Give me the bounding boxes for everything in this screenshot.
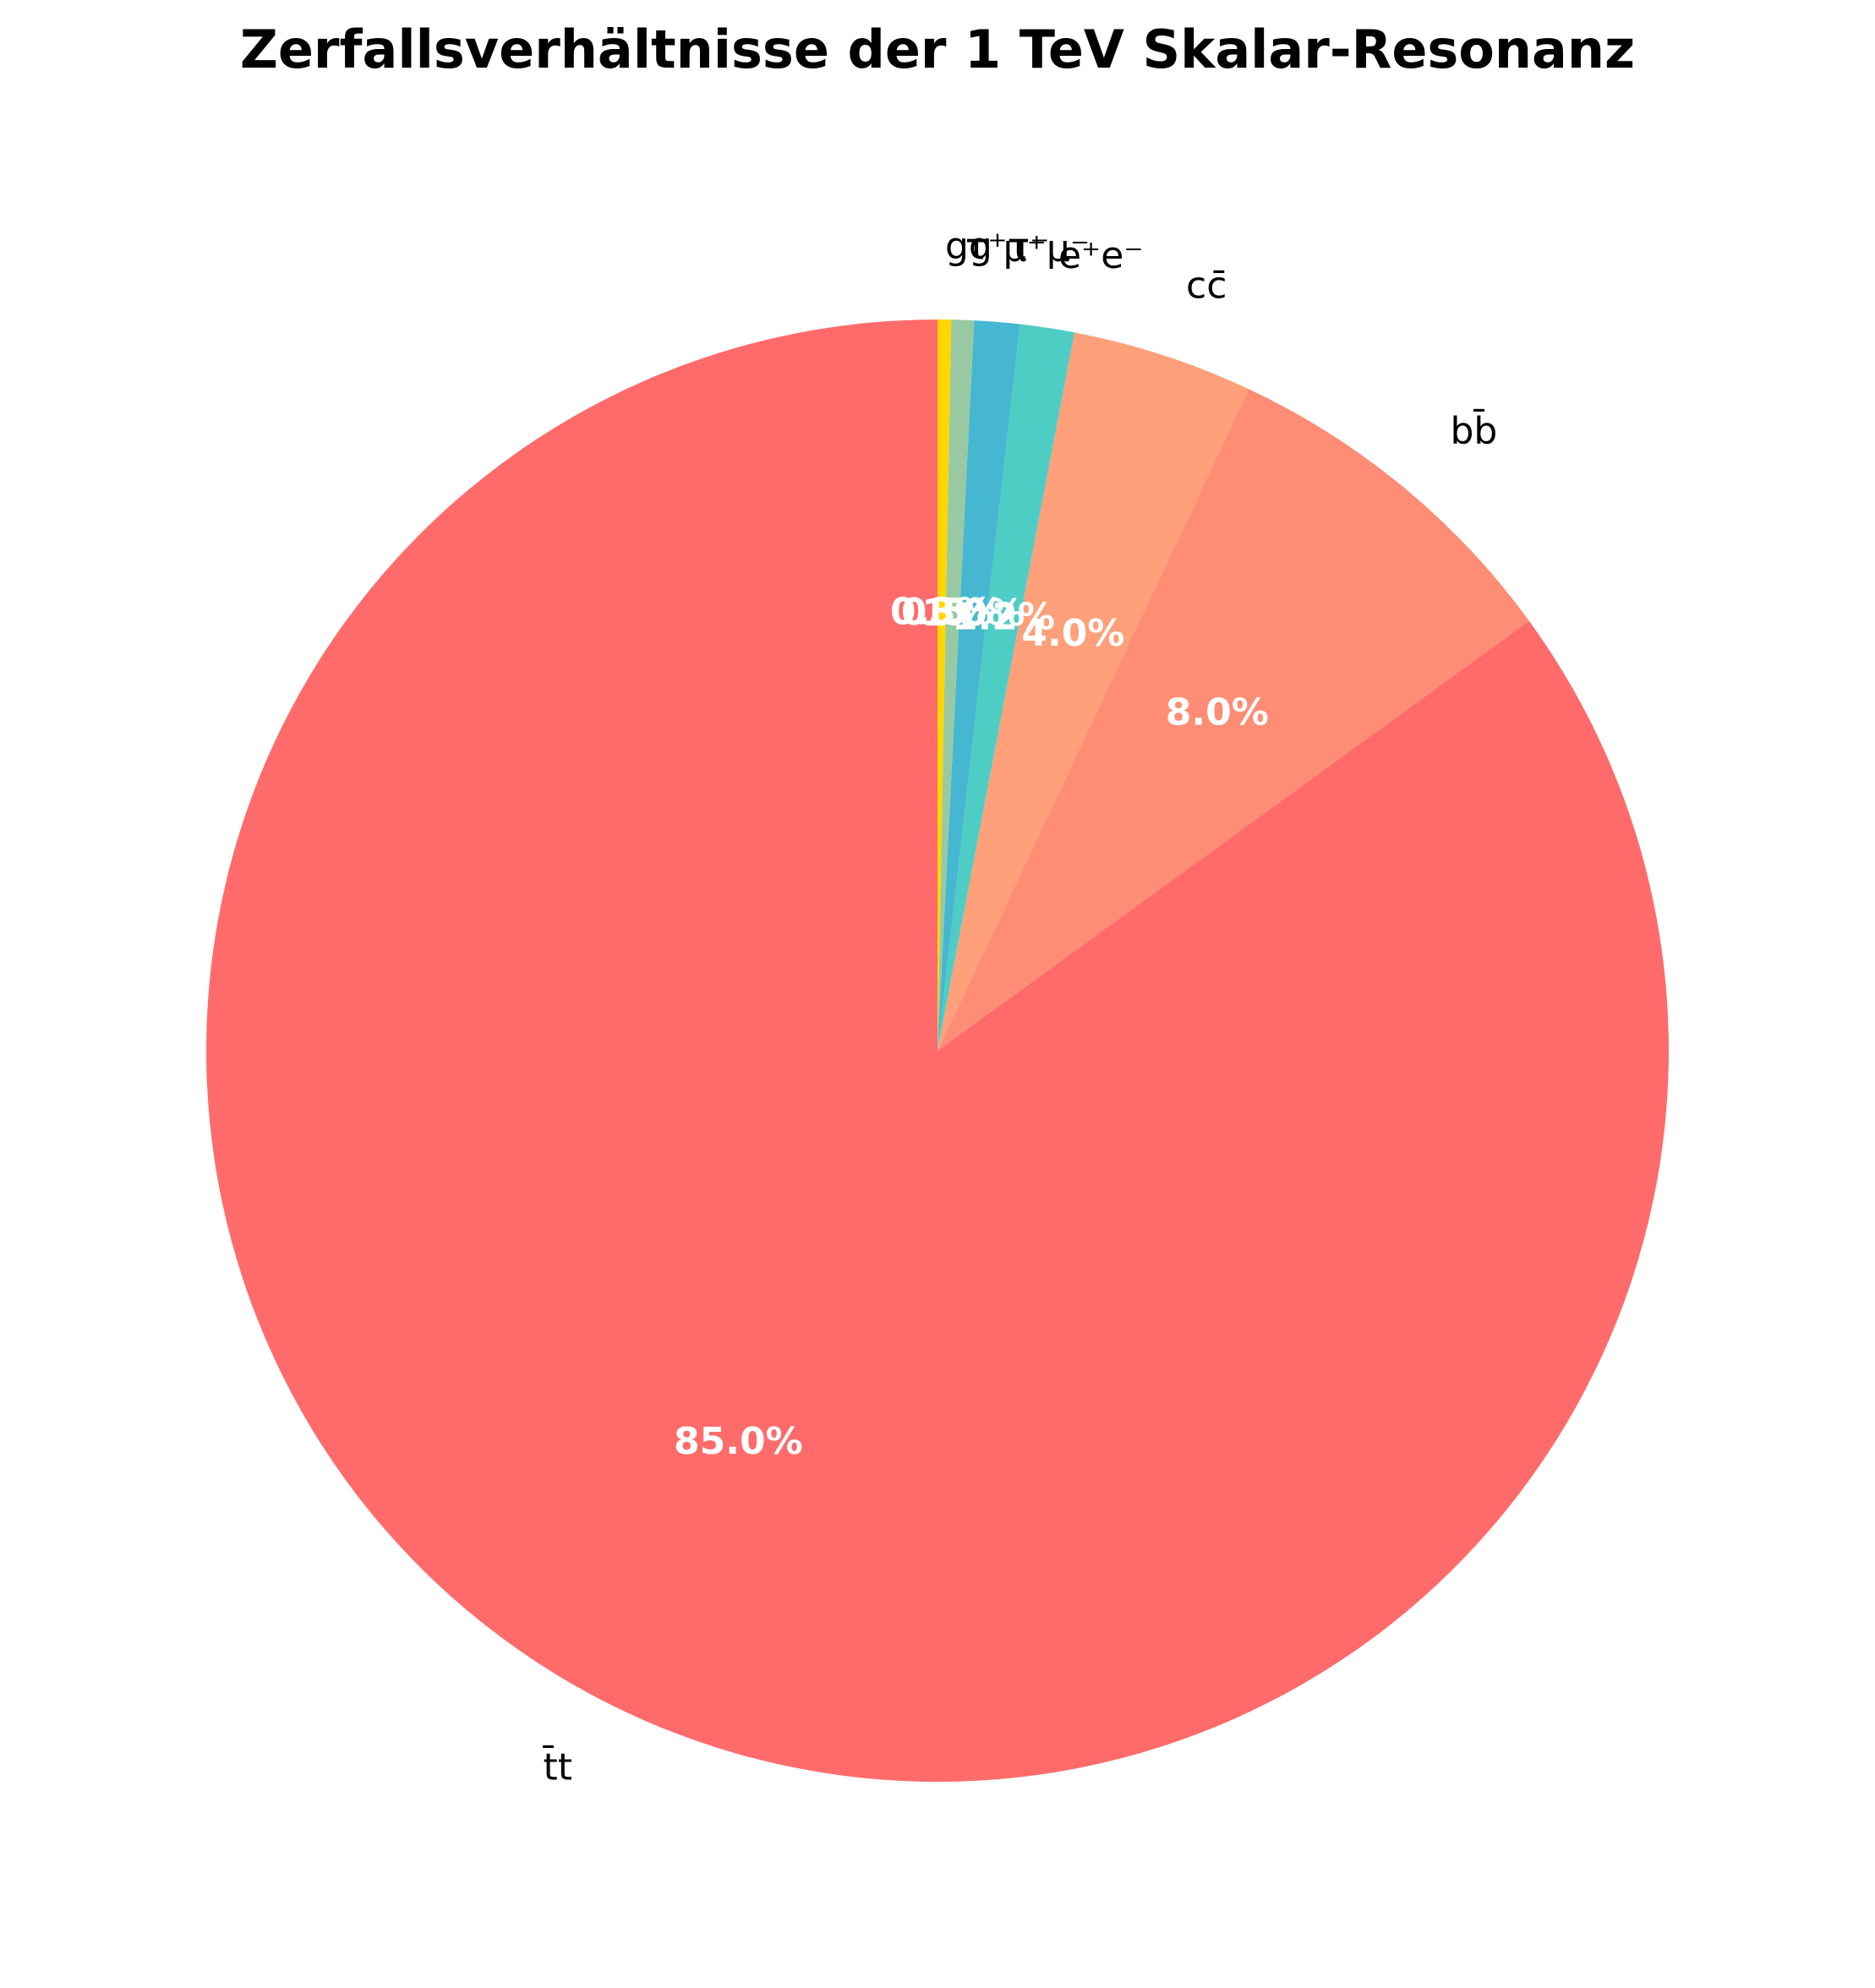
category-label-3: e⁺e⁻ [1058, 234, 1144, 277]
percent-label-0: 85.0% [674, 1420, 803, 1463]
percent-labels: 85.0% 8.0% 4.0%1.2%1.0%0.5%0.3% [674, 591, 1269, 1463]
percent-label-4: 1.0% [921, 592, 1025, 635]
category-labels: t̄t bb̄ cc̄ e⁺e⁻μ⁺μ⁻τ⁺τ⁻gg [543, 225, 1498, 1789]
category-label-5: τ⁺τ⁻ [965, 226, 1049, 269]
percent-label-5: 0.5% [901, 591, 1004, 634]
pie-slice-3 [938, 324, 1075, 1051]
pie-slice-2 [938, 332, 1249, 1051]
pie-slices [205, 320, 1669, 1782]
category-label-6: gg [945, 225, 992, 268]
pie-slice-1 [938, 389, 1529, 1051]
pie-slice-4 [938, 320, 1020, 1051]
percent-label-1: 8.0% [1166, 691, 1269, 735]
percent-label-3: 1.2% [952, 595, 1055, 638]
pie-slice-5 [938, 320, 975, 1051]
pie-slice-6 [938, 320, 952, 1051]
category-label-4: μ⁺μ⁻ [1003, 227, 1090, 270]
category-label-2: cc̄ [1186, 265, 1227, 308]
percent-label-2: 4.0% [1021, 612, 1124, 655]
chart-title: Zerfallsverhältnisse der 1 TeV Skalar-Re… [240, 19, 1635, 80]
percent-label-6: 0.3% [890, 591, 993, 634]
category-label-0: t̄t [543, 1744, 572, 1789]
category-label-1: bb̄ [1451, 407, 1498, 452]
